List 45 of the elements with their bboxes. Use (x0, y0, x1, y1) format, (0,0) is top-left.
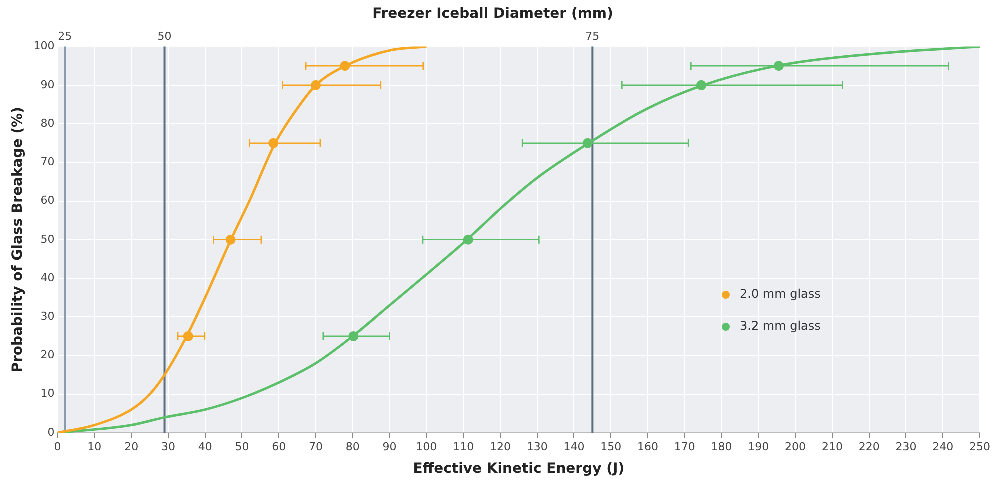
x-tick-label: 20 (124, 440, 139, 454)
x-axis-title: Effective Kinetic Energy (J) (413, 461, 625, 478)
x-tick-label: 250 (970, 440, 990, 454)
x-tick-label: 150 (600, 440, 622, 454)
x-tick-label: 160 (638, 440, 659, 454)
y-tick-label: 90 (40, 78, 55, 92)
x-tick-label: 50 (235, 440, 250, 454)
legend-label: 3.2 mm glass (740, 319, 821, 334)
x-tick-label: 10 (88, 440, 102, 454)
x-tick-label: 90 (382, 440, 397, 454)
x-tick-label: 240 (932, 440, 954, 454)
x-tick-label: 100 (416, 440, 438, 454)
x-tick-label: 60 (272, 440, 286, 454)
x-tick-label: 120 (490, 440, 511, 454)
legend-label: 2.0 mm glass (740, 287, 821, 302)
annotation: 25 (58, 30, 72, 44)
y-tick-label: 80 (40, 116, 55, 130)
x-tick-label: 130 (526, 440, 548, 454)
y-tick-label: 60 (40, 194, 55, 208)
x-tick-label: 110 (453, 440, 474, 454)
x-tick-label: 200 (785, 440, 806, 454)
y-tick-label: 30 (40, 310, 55, 323)
y-tick-label: 0 (48, 426, 55, 439)
x-tick-label: 140 (564, 440, 585, 454)
chart-title: Freezer Iceball Diameter (mm) (372, 6, 614, 22)
annotation: 75 (586, 30, 600, 44)
line-series (58, 46, 980, 433)
x-tick-label: 220 (858, 440, 880, 454)
y-tick-label: 40 (40, 271, 55, 284)
y-tick-label: 20 (40, 348, 55, 362)
x-tick-label: 40 (198, 440, 212, 454)
annotation: 50 (158, 30, 172, 44)
y-tick-label: 50 (40, 232, 55, 246)
y-tick-label: 10 (40, 387, 55, 400)
x-tick-label: 80 (346, 440, 360, 454)
x-tick-label: 210 (822, 440, 843, 454)
x-tick-label: 170 (674, 440, 696, 454)
x-tick-label: 180 (711, 440, 732, 454)
x-tick-label: 190 (748, 440, 770, 454)
x-tick-label: 70 (309, 440, 324, 454)
x-tick-label: 230 (896, 440, 917, 454)
x-tick-label: 30 (161, 440, 176, 454)
y-tick-label: 70 (40, 156, 55, 169)
y-tick-label: 100 (34, 40, 55, 53)
y-axis-title: Probability of Glass Breakage (%) (10, 107, 26, 373)
